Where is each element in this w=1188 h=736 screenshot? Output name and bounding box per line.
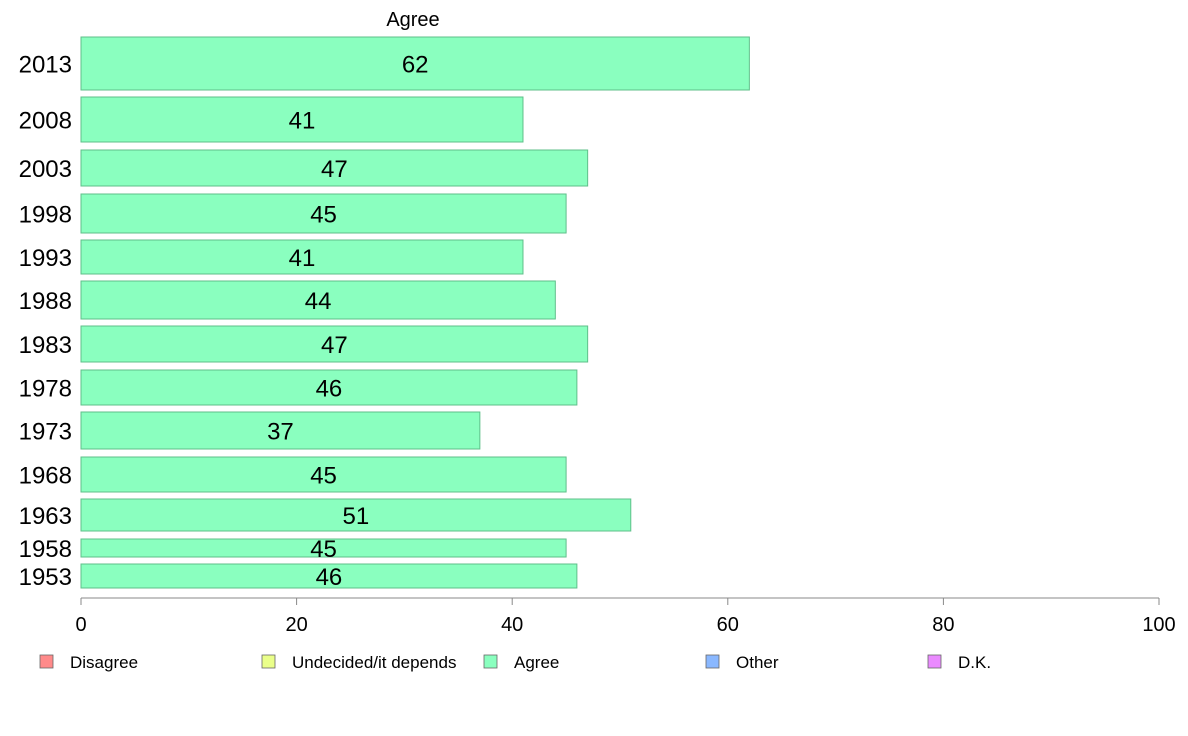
x-tick-label-80: 80 [932,614,954,636]
x-tick-label-0: 0 [75,614,86,636]
value-label-2003: 47 [321,156,348,183]
value-label-2008: 41 [289,108,316,135]
legend-label-disagree: Disagree [70,653,138,672]
value-label-1973: 37 [267,419,294,446]
legend-swatch-disagree [39,654,54,669]
value-label-1983: 47 [321,332,348,359]
value-label-1968: 45 [310,463,337,490]
legend-label-agree: Agree [514,653,559,672]
value-label-1998: 45 [310,202,337,229]
chart-title: Agree [386,9,439,31]
x-tick-label-40: 40 [501,614,523,636]
category-label-1973: 1973 [19,419,72,446]
category-label-1958: 1958 [19,536,72,563]
category-label-2013: 2013 [19,52,72,79]
x-tick-label-100: 100 [1142,614,1175,636]
x-tick-label-60: 60 [717,614,739,636]
bar-1998 [80,193,567,234]
legend-label-d-k: D.K. [958,653,991,672]
bar-1988 [80,280,556,320]
legend-swatch-d-k [927,654,942,669]
legend-swatch-undecided-it-depends [261,654,276,669]
bar-1983 [80,325,589,363]
bar-2013 [80,36,750,91]
category-label-1998: 1998 [19,202,72,229]
value-label-1993: 41 [289,245,316,272]
bar-1978 [80,369,578,406]
bar-2008 [80,96,524,143]
bars-layer: 2013 62 2008 41 2003 47 1998 45 1993 41 1988 44 1983… [19,36,750,591]
bar-1973 [80,411,481,450]
category-label-1963: 1963 [19,503,72,530]
value-label-1978: 46 [316,376,343,403]
bar-1958 [80,538,567,558]
bar-1993 [80,239,524,275]
bar-2003 [80,149,589,187]
legend-swatch-agree [483,654,498,669]
category-label-1993: 1993 [19,245,72,272]
category-label-2008: 2008 [19,108,72,135]
category-label-1983: 1983 [19,332,72,359]
legend-label-undecided-it-depends: Undecided/it depends [292,653,456,672]
value-label-1953: 46 [316,564,343,591]
category-label-2003: 2003 [19,156,72,183]
value-label-2013: 62 [402,52,429,79]
category-label-1968: 1968 [19,463,72,490]
category-label-1953: 1953 [19,564,72,591]
bar-1963 [80,498,632,532]
legend-label-other: Other [736,653,779,672]
legend: Disagree Undecided/it depends Agree Other D.… [39,653,991,672]
value-label-1958: 45 [310,536,337,563]
value-label-1988: 44 [305,288,332,315]
bar-1953 [80,563,578,589]
category-label-1988: 1988 [19,288,72,315]
category-label-1978: 1978 [19,376,72,403]
x-axis: 0 20 40 60 80 100 [75,597,1176,636]
bar-1968 [80,456,567,493]
legend-swatch-other [705,654,720,669]
x-tick-label-20: 20 [285,614,307,636]
value-label-1963: 51 [343,503,370,530]
